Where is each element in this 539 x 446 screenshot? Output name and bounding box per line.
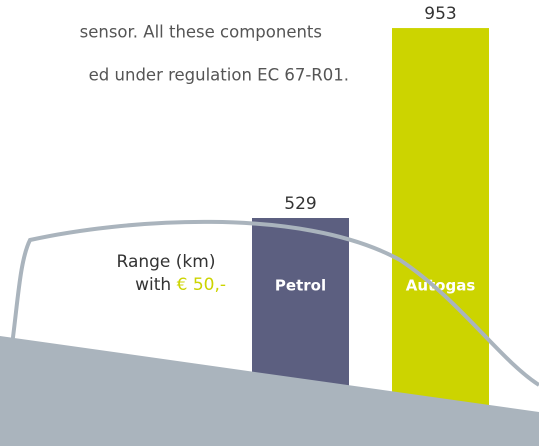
range-label: Range (km)	[117, 252, 216, 272]
paragraph-line: ed under regulation EC 67-R01.	[89, 66, 349, 85]
value-label: 529	[284, 194, 316, 214]
range-amount: € 50,-	[177, 275, 226, 295]
chart: sensor. All these components ed under re…	[0, 0, 539, 446]
paragraph-line: sensor. All these components	[80, 23, 322, 42]
range-with: with	[135, 275, 171, 295]
range-label: with € 50,-	[135, 275, 226, 295]
bar	[392, 28, 489, 446]
category-label: Petrol	[275, 277, 326, 295]
value-label: 953	[424, 4, 456, 24]
